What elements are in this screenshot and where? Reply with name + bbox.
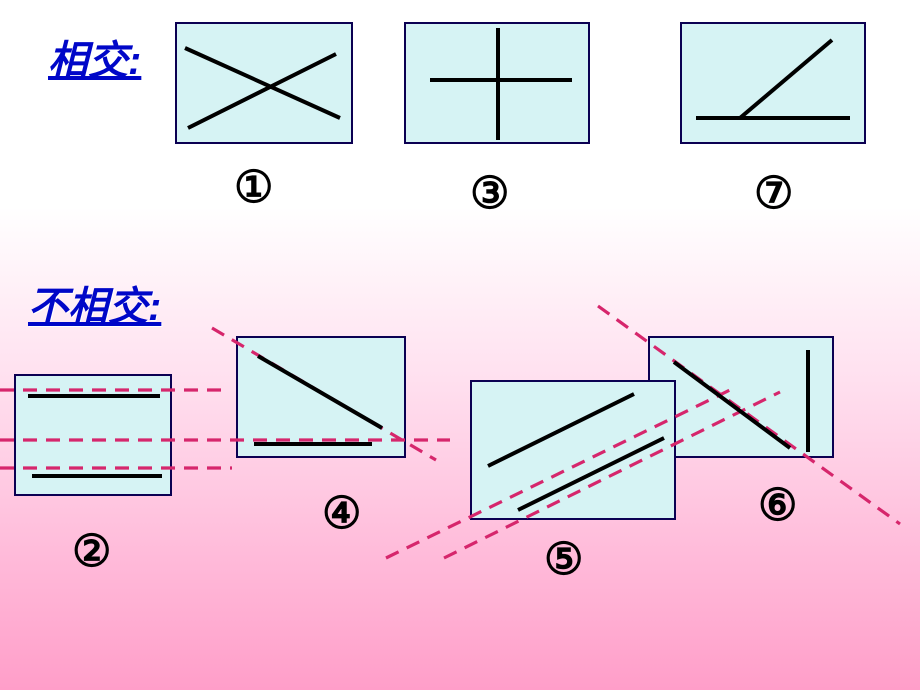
label-1: ①: [234, 162, 273, 213]
label-3: ③: [470, 168, 509, 219]
card-2: [14, 374, 172, 496]
label-5: ⑤: [544, 534, 583, 585]
card-3: [404, 22, 590, 144]
card-5: [470, 380, 676, 520]
label-4: ④: [322, 488, 361, 539]
label-7: ⑦: [754, 168, 793, 219]
card-4: [236, 336, 406, 458]
heading-nonintersect: 不相交:: [28, 274, 161, 332]
label-6: ⑥: [758, 480, 797, 531]
label-2: ②: [72, 526, 111, 577]
heading-intersect: 相交:: [48, 28, 141, 86]
card-1: [175, 22, 353, 144]
card-7: [680, 22, 866, 144]
